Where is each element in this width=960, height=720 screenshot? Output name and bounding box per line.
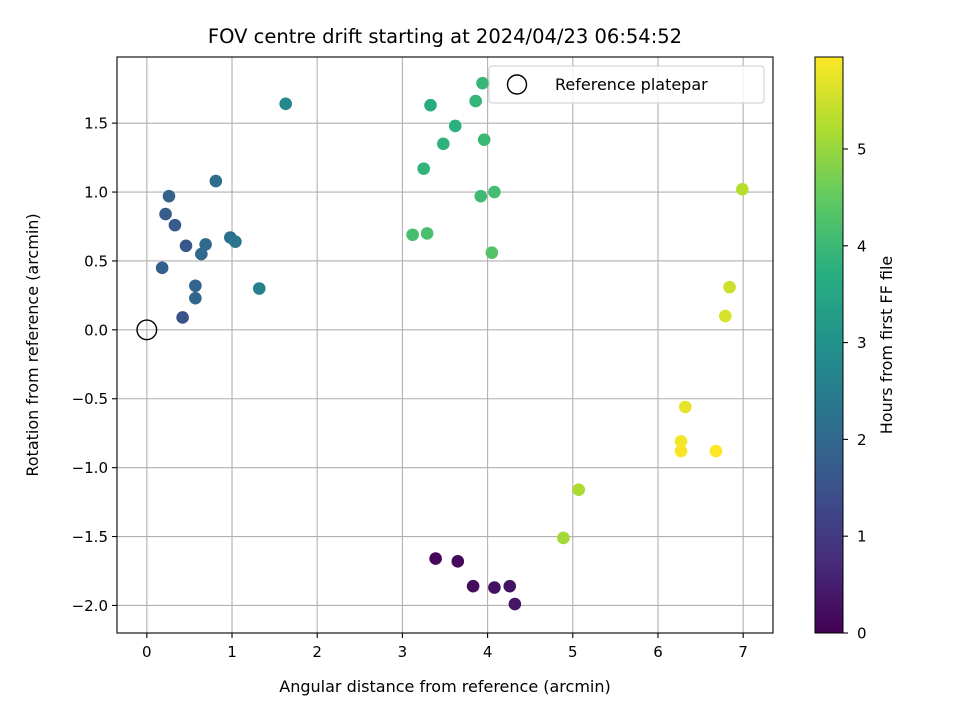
data-point [674, 444, 688, 458]
colorbar-ticks: 0 1 2 3 4 5 [843, 140, 867, 643]
data-point [718, 309, 732, 323]
y-tick-label: −2.0 [72, 597, 108, 615]
data-point [189, 291, 202, 305]
data-point [195, 247, 208, 261]
data-point [508, 597, 522, 611]
y-tick-label: −1.5 [72, 528, 108, 546]
x-tick-label: 0 [142, 643, 152, 661]
data-point [159, 207, 172, 221]
x-axis-ticks: 0 1 2 3 4 5 6 7 [142, 633, 748, 661]
plot-frame [116, 56, 774, 634]
legend: Reference platepar [488, 65, 765, 104]
data-point [485, 246, 499, 259]
x-axis-label: Angular distance from reference (arcmin) [279, 677, 610, 696]
x-tick-label: 3 [398, 643, 408, 661]
data-point [406, 228, 419, 242]
data-point [466, 579, 480, 593]
data-point [209, 174, 223, 188]
x-tick-label: 4 [483, 643, 493, 661]
reference-layer [136, 319, 158, 341]
data-point [469, 94, 482, 108]
y-tick-label: −0.5 [72, 390, 108, 408]
data-point [451, 555, 465, 568]
legend-entry-reference: Reference platepar [555, 75, 708, 94]
data-point [488, 185, 501, 199]
colorbar-tick-label: 2 [857, 431, 867, 449]
colorbar-tick-label: 5 [857, 140, 867, 158]
reference-platepar-marker [136, 319, 158, 341]
data-point [723, 280, 736, 294]
data-point [420, 227, 434, 240]
y-tick-label: 1.0 [84, 184, 108, 202]
colorbar-label: Hours from first FF file [877, 256, 896, 435]
data-point [168, 218, 182, 232]
data-point [488, 581, 501, 594]
x-tick-label: 2 [312, 643, 322, 661]
colorbar-tick-label: 4 [857, 237, 867, 255]
x-tick-label: 1 [227, 643, 237, 661]
y-axis-ticks: −2.0 −1.5 −1.0 −0.5 0.0 0.5 1.0 1.5 [72, 115, 117, 615]
data-point [474, 189, 488, 203]
colorbar-tick-label: 0 [857, 625, 867, 643]
data-point [162, 189, 176, 203]
x-tick-label: 7 [738, 643, 748, 661]
data-point [448, 119, 462, 133]
data-point [189, 279, 202, 293]
data-point [736, 182, 749, 196]
data-point [436, 137, 450, 151]
data-point [678, 400, 692, 414]
data-point [252, 282, 266, 295]
data-point [709, 444, 723, 458]
colorbar-tick-label: 1 [857, 528, 867, 546]
colorbar-tick-label: 3 [857, 334, 867, 352]
grid-lines [117, 57, 773, 633]
data-point [429, 552, 442, 565]
data-point [199, 238, 212, 251]
y-tick-label: 0.5 [84, 252, 108, 270]
y-tick-label: −1.0 [72, 459, 108, 477]
chart-title: FOV centre drift starting at 2024/04/23 … [208, 25, 682, 48]
data-point [477, 133, 491, 146]
data-point [417, 162, 431, 175]
data-point [155, 261, 169, 275]
data-point [557, 531, 570, 545]
legend-marker-reference [506, 74, 528, 95]
y-tick-label: 1.5 [84, 115, 108, 133]
data-point [176, 311, 189, 324]
data-points [155, 76, 749, 611]
data-point [572, 483, 586, 496]
legend-box [488, 65, 765, 104]
colorbar [814, 56, 844, 634]
data-point [179, 239, 193, 253]
x-tick-label: 5 [568, 643, 578, 661]
y-tick-label: 0.0 [84, 321, 108, 339]
y-axis-label: Rotation from reference (arcmin) [23, 213, 42, 476]
data-point [674, 435, 688, 448]
x-tick-label: 6 [653, 643, 663, 661]
data-point [279, 97, 292, 111]
data-point [503, 579, 517, 593]
data-point [229, 235, 242, 248]
data-point [424, 98, 437, 112]
data-point [476, 76, 489, 90]
